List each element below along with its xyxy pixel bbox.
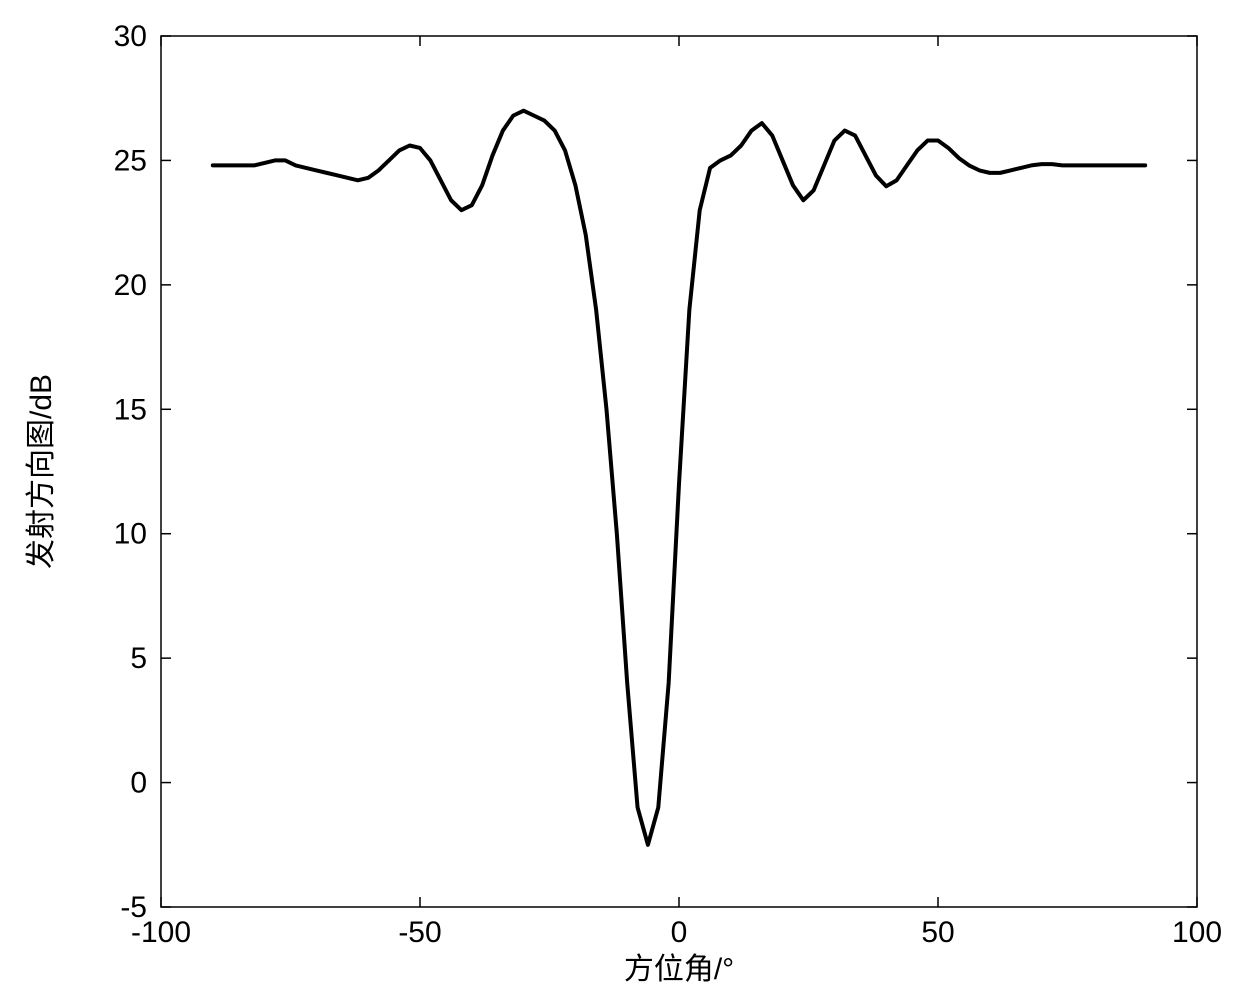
y-tick-label: -5 <box>120 891 147 924</box>
y-axis-label: 发射方向图/dB <box>25 374 58 569</box>
y-tick-label: 10 <box>114 518 147 551</box>
x-axis-label: 方位角/° <box>624 953 734 986</box>
y-tick-label: 0 <box>130 767 147 800</box>
x-tick-label: -50 <box>398 916 441 949</box>
y-tick-label: 20 <box>114 269 147 302</box>
y-tick-label: 5 <box>130 642 147 675</box>
line-chart: -100-50050100-5051015202530方位角/°发射方向图/dB <box>0 0 1239 986</box>
y-tick-label: 30 <box>114 20 147 53</box>
x-tick-label: 100 <box>1172 916 1222 949</box>
chart-container: -100-50050100-5051015202530方位角/°发射方向图/dB <box>0 0 1239 986</box>
y-tick-label: 15 <box>114 393 147 426</box>
x-tick-label: 0 <box>671 916 688 949</box>
x-tick-label: 50 <box>921 916 954 949</box>
y-tick-label: 25 <box>114 144 147 177</box>
data-series-line <box>213 111 1145 845</box>
